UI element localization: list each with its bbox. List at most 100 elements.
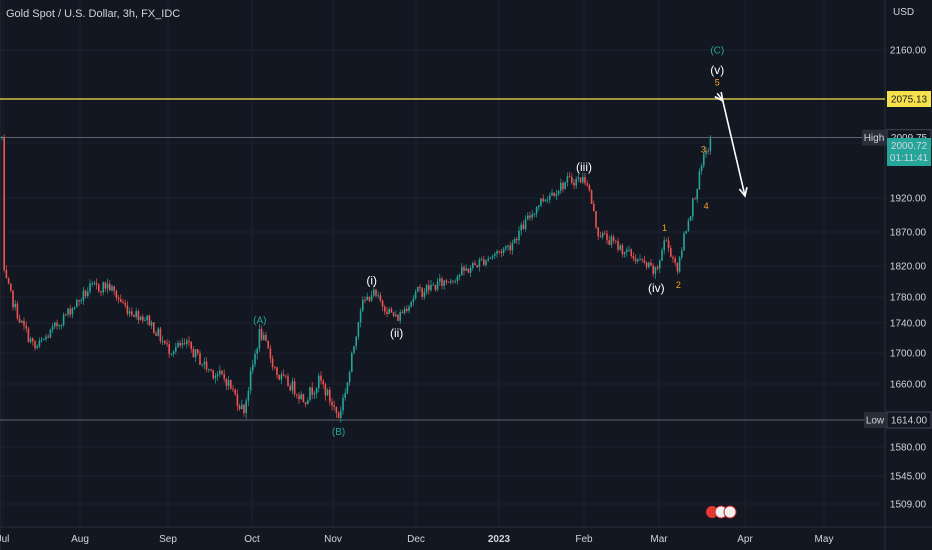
candle-body [65,314,67,316]
price-tick-label: 1700.00 [890,349,927,360]
candle-body [489,257,492,259]
candle-body [529,215,531,218]
candle-body [23,320,25,326]
candle-body [465,268,467,271]
candle-body [546,199,549,201]
candle-body [150,322,153,326]
price-tick-label: 1870.00 [890,228,927,239]
arrowhead-up [714,91,724,103]
candle-body [568,176,571,178]
candle-body [201,364,203,366]
candle-body [115,290,118,298]
candle-body [628,249,630,251]
candle-body [161,340,164,342]
event-icon[interactable] [706,506,718,518]
candle-body [645,262,648,268]
candle-body [124,303,126,306]
candle-body [498,251,500,253]
candle-body [520,224,522,231]
candle-body [579,177,582,183]
candle-body [221,370,223,375]
time-axis[interactable]: Jul Aug Sep Oct Nov Dec 2023 Feb Mar Apr May [0,534,833,545]
candle-body [707,150,709,152]
low-label-box [864,412,886,428]
candle-body [170,353,173,355]
candle-body [148,315,151,326]
candle-body [672,256,674,259]
candle-body [577,177,580,179]
resistance-badge-value: 2075.13 [891,95,928,106]
low-badge-value: 1614.00 [891,416,928,427]
candle-body [524,219,527,230]
price-badge[interactable] [887,138,931,166]
candle-body [386,311,388,314]
candle-body [685,231,687,234]
candle-body [254,353,256,365]
candle-body [652,265,654,274]
candle-body [687,220,690,232]
candle-body [542,198,544,202]
candle-body [560,182,562,191]
time-tick-label: Feb [575,534,593,545]
candle-body [511,243,514,251]
candle-body [414,291,417,299]
price-tick-label: 1740.00 [890,319,927,330]
candle-body [641,259,643,260]
candle-body [381,300,384,307]
resistance-badge[interactable] [887,91,931,107]
candle-body [586,183,588,186]
candle-body [533,213,536,215]
candle-body [659,260,661,269]
candle-body [219,370,221,375]
candle-body [375,289,377,296]
candle-body [102,282,104,293]
candle-body [362,299,364,311]
candle-body [441,278,443,286]
wave-label: (ii) [390,326,403,340]
candle-body [513,239,516,244]
candle-body [452,280,454,282]
candle-body [133,315,135,318]
candle-body [399,312,401,321]
candle-body [1,137,3,139]
high-low-lines [0,137,885,421]
time-tick-label: Sep [159,534,177,545]
candle-body [527,215,529,220]
candle-body [626,249,628,253]
candle-body [318,375,320,389]
candle-body [265,334,267,341]
event-icon[interactable] [723,505,737,519]
candle-body [355,336,357,347]
candle-body [181,343,184,346]
candle-body [698,171,701,190]
candle-body [109,283,111,291]
candle-body [461,266,463,275]
candle-body [128,311,131,314]
price-axis[interactable]: 2160.00 1920.00 1870.00 1820.00 1780.00 1740.… [890,46,927,511]
candle-body [234,389,236,395]
price-tick-label: 1820.00 [890,262,927,273]
candle-body [245,400,247,414]
candle-body [164,340,166,344]
candle-body [463,266,465,271]
candle-body [582,176,584,183]
candle-body [300,394,302,400]
candle-body [491,255,494,258]
candle-body [571,176,573,183]
event-icons[interactable] [706,505,737,519]
candle-body [650,262,652,266]
candle-body [478,259,481,268]
projection-arrow[interactable] [714,91,748,198]
candle-body [51,326,54,330]
candle-body [27,328,30,342]
candle-body [14,303,16,308]
candle-body [573,182,575,186]
high-label-box [862,129,886,146]
candle-body [617,241,619,250]
candle-body [700,165,703,172]
candle-body [324,384,327,396]
time-tick-label: Aug [71,534,89,545]
candle-body [225,378,228,386]
candle-body [368,296,371,301]
